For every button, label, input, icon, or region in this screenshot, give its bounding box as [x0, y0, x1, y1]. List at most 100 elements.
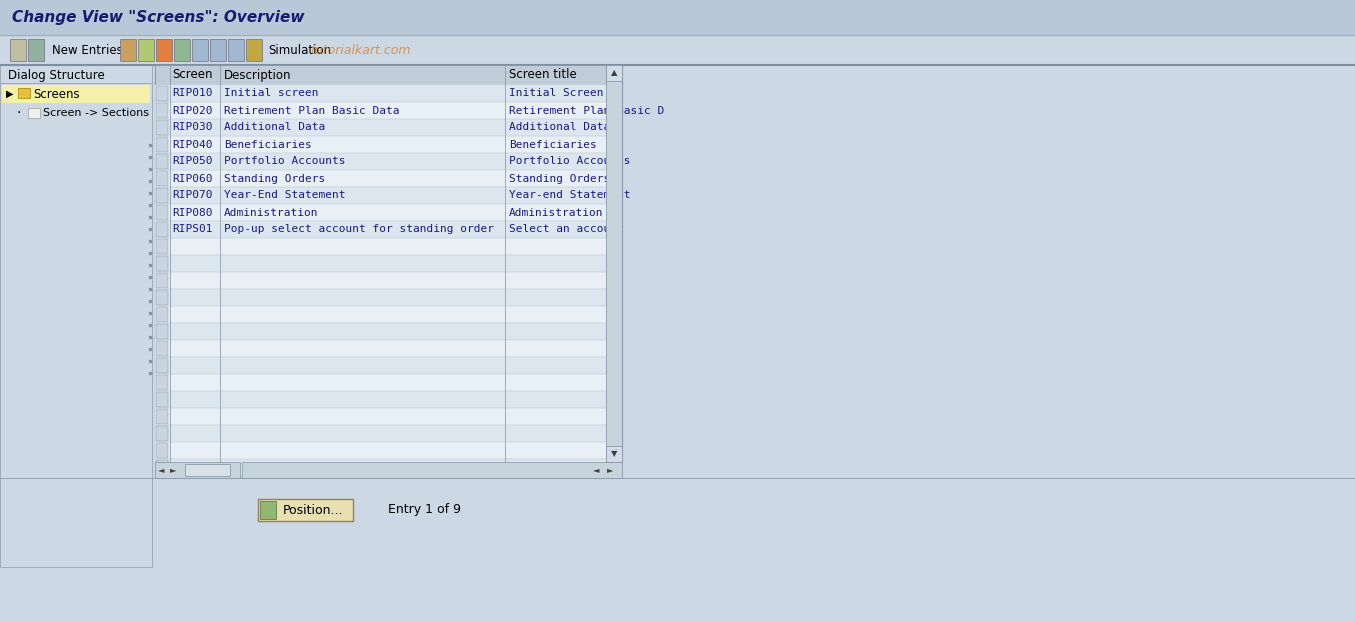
- Bar: [0, 0, 1355, 35]
- Text: Administration: Administration: [509, 208, 603, 218]
- Text: Year-end Statement: Year-end Statement: [509, 190, 630, 200]
- Bar: [28, 108, 41, 118]
- Text: New Entries: New Entries: [51, 44, 123, 57]
- Bar: [154, 272, 606, 289]
- Bar: [156, 86, 168, 101]
- Bar: [121, 39, 136, 61]
- Text: RIP010: RIP010: [172, 88, 213, 98]
- Bar: [0, 478, 1355, 622]
- Bar: [156, 188, 168, 203]
- Bar: [173, 39, 190, 61]
- Text: Screen -> Sections: Screen -> Sections: [43, 108, 149, 118]
- Text: Additional Data: Additional Data: [224, 123, 325, 132]
- Bar: [154, 65, 622, 462]
- Bar: [154, 459, 606, 476]
- Text: ▶: ▶: [5, 89, 14, 99]
- Text: Screen title: Screen title: [509, 68, 577, 81]
- Text: ◄: ◄: [592, 465, 599, 475]
- Bar: [154, 357, 606, 374]
- Bar: [9, 39, 26, 61]
- Bar: [156, 103, 168, 118]
- Bar: [156, 307, 168, 322]
- Text: RIP080: RIP080: [172, 208, 213, 218]
- Bar: [154, 187, 606, 204]
- Text: Screens: Screens: [33, 88, 80, 101]
- Bar: [154, 204, 606, 221]
- Text: Standing Orders: Standing Orders: [224, 174, 325, 183]
- Bar: [606, 65, 622, 81]
- Bar: [156, 341, 168, 356]
- Bar: [154, 102, 606, 119]
- Text: Simulation: Simulation: [268, 44, 331, 57]
- Bar: [156, 154, 168, 169]
- Bar: [156, 358, 168, 373]
- Bar: [156, 273, 168, 288]
- Text: Retirement Plan Basic Data: Retirement Plan Basic Data: [224, 106, 400, 116]
- Bar: [156, 39, 172, 61]
- Bar: [156, 392, 168, 407]
- Bar: [156, 443, 168, 458]
- Text: RIP060: RIP060: [172, 174, 213, 183]
- Bar: [0, 65, 1355, 622]
- Text: Pop-up select account for standing order: Pop-up select account for standing order: [224, 225, 495, 234]
- Text: Dialog Structure: Dialog Structure: [8, 68, 104, 81]
- Bar: [156, 171, 168, 186]
- Bar: [154, 462, 240, 478]
- Bar: [156, 426, 168, 441]
- Text: Administration: Administration: [224, 208, 318, 218]
- Bar: [192, 39, 209, 61]
- Text: tutorialkart.com: tutorialkart.com: [310, 44, 411, 57]
- Bar: [154, 340, 606, 357]
- Text: Initial Screen: Initial Screen: [509, 88, 603, 98]
- Text: Standing Orders: Standing Orders: [509, 174, 610, 183]
- Bar: [156, 324, 168, 339]
- Text: Beneficiaries: Beneficiaries: [224, 139, 312, 149]
- Text: Initial screen: Initial screen: [224, 88, 318, 98]
- Bar: [606, 65, 622, 462]
- Bar: [154, 119, 606, 136]
- Bar: [606, 65, 622, 85]
- Bar: [606, 446, 622, 462]
- Bar: [154, 153, 606, 170]
- Text: Portfolio Accounts: Portfolio Accounts: [224, 157, 346, 167]
- Text: RIP050: RIP050: [172, 157, 213, 167]
- Bar: [156, 137, 168, 152]
- Bar: [156, 460, 168, 475]
- Bar: [154, 170, 606, 187]
- Text: Screen: Screen: [172, 68, 213, 81]
- Bar: [18, 88, 30, 98]
- Text: Position...: Position...: [283, 503, 344, 516]
- Bar: [186, 464, 230, 476]
- Bar: [154, 65, 622, 85]
- Text: Change View "Screens": Overview: Change View "Screens": Overview: [12, 10, 305, 25]
- Bar: [154, 442, 606, 459]
- Text: ·: ·: [16, 106, 20, 120]
- Bar: [156, 222, 168, 237]
- Bar: [154, 85, 606, 102]
- Bar: [154, 306, 606, 323]
- Bar: [156, 205, 168, 220]
- Text: Portfolio Accounts: Portfolio Accounts: [509, 157, 630, 167]
- Bar: [154, 289, 606, 306]
- Text: Retirement Plan Basic D: Retirement Plan Basic D: [509, 106, 664, 116]
- Text: RIP020: RIP020: [172, 106, 213, 116]
- Text: ►: ►: [607, 465, 614, 475]
- Bar: [28, 39, 43, 61]
- Text: ◄: ◄: [157, 465, 164, 475]
- Text: RIP070: RIP070: [172, 190, 213, 200]
- Text: RIP030: RIP030: [172, 123, 213, 132]
- Bar: [210, 39, 226, 61]
- Bar: [154, 238, 606, 255]
- Bar: [228, 39, 244, 61]
- Bar: [156, 290, 168, 305]
- Text: ▼: ▼: [611, 450, 618, 458]
- Bar: [156, 239, 168, 254]
- Bar: [257, 499, 354, 521]
- Bar: [1, 85, 150, 103]
- Text: RIPS01: RIPS01: [172, 225, 213, 234]
- Text: Additional Data: Additional Data: [509, 123, 610, 132]
- Text: Beneficiaries: Beneficiaries: [509, 139, 596, 149]
- Text: Description: Description: [224, 68, 291, 81]
- Bar: [247, 39, 262, 61]
- Bar: [154, 255, 606, 272]
